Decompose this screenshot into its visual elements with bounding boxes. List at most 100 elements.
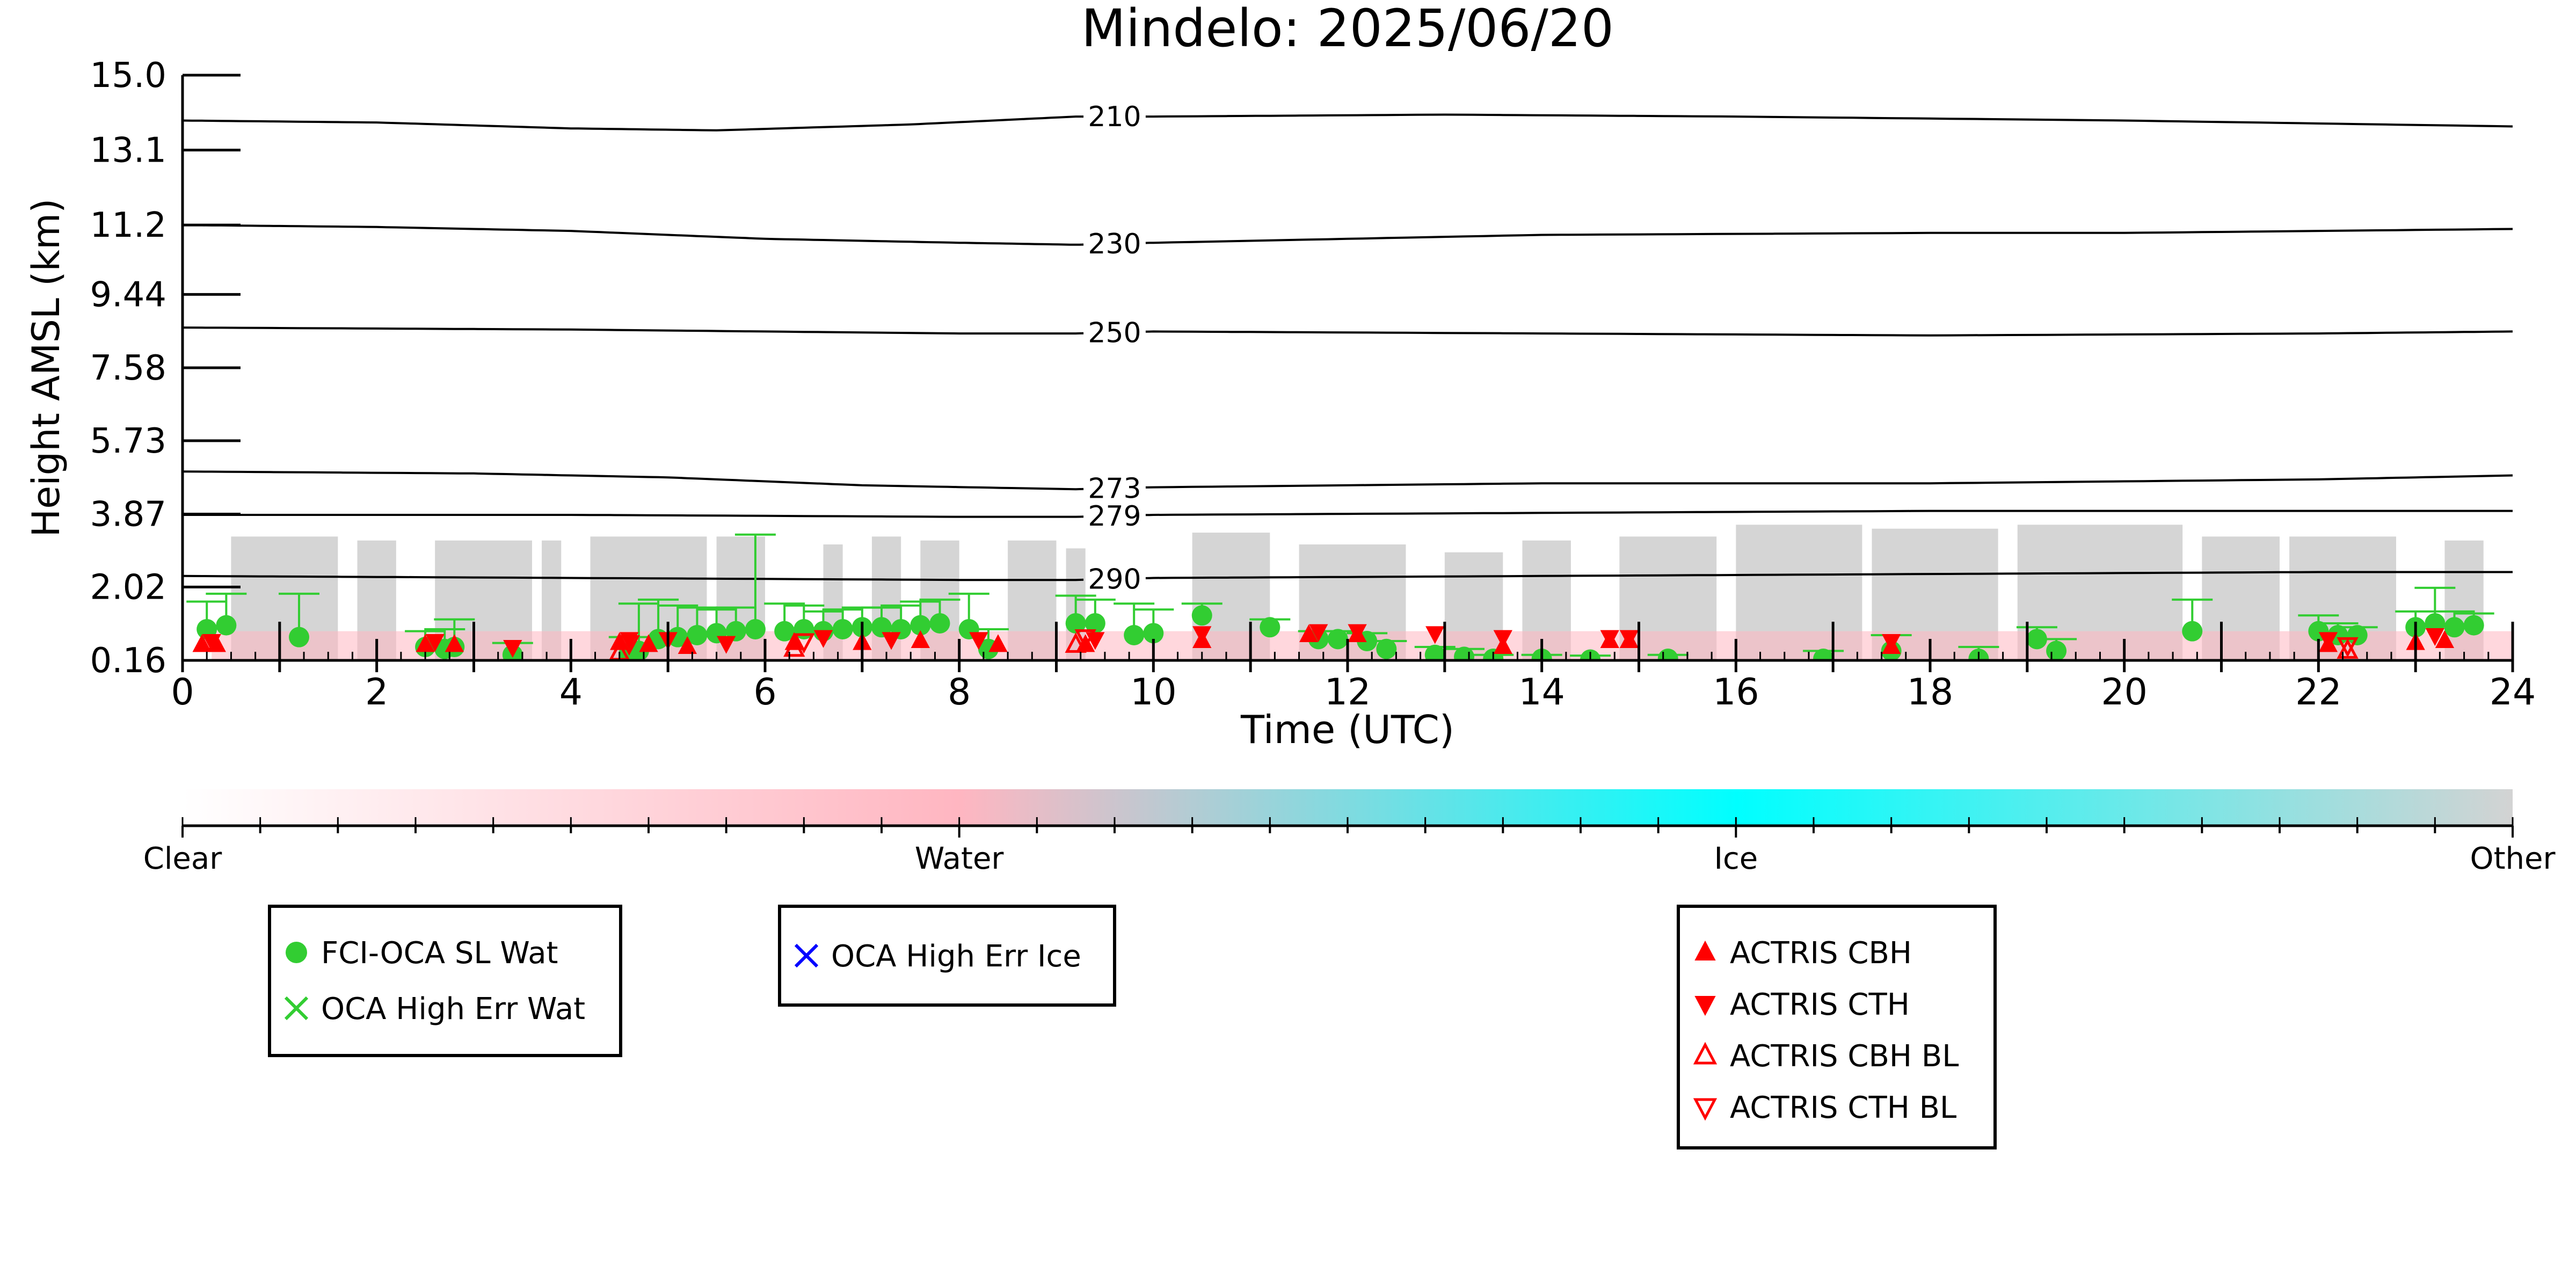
legend-label: ACTRIS CTH BL bbox=[1730, 1090, 1956, 1125]
actris-cth-bl-marker bbox=[2337, 637, 2359, 658]
contour-line bbox=[182, 224, 2513, 246]
y-tick-label: 11.2 bbox=[90, 206, 167, 245]
legends: FCI-OCA SL Wat OCA High Err Wat OCA High E… bbox=[268, 905, 1997, 1149]
oca-water-marker bbox=[1454, 646, 1474, 660]
contour-line bbox=[182, 326, 2513, 337]
actris-cbh-marker bbox=[988, 634, 1008, 652]
x-tick-label: 20 bbox=[2101, 671, 2148, 714]
oca-water-marker bbox=[774, 621, 795, 642]
actris-cbh-marker bbox=[192, 634, 212, 652]
oca-water-marker bbox=[1085, 613, 1105, 634]
x-tick-label: 24 bbox=[2490, 671, 2536, 714]
y-axis-label: Height AMSL (km) bbox=[24, 199, 68, 537]
actris-cbh-marker bbox=[416, 634, 435, 652]
y-tick-label: 3.87 bbox=[90, 495, 167, 535]
legend-label: ACTRIS CTH bbox=[1730, 987, 1910, 1022]
actris-cth-bl-marker bbox=[618, 635, 641, 656]
actris-cbh-bl-marker bbox=[1065, 632, 1087, 653]
oca-water-marker bbox=[2463, 615, 2484, 636]
oca-water-marker bbox=[216, 615, 237, 636]
actris-cth-marker bbox=[202, 634, 221, 652]
oca-water-marker bbox=[745, 618, 766, 639]
actris-cth-marker bbox=[1192, 626, 1212, 644]
contour-line bbox=[183, 510, 2513, 518]
oca-water-marker bbox=[1376, 638, 1397, 659]
actris-cth-marker bbox=[425, 634, 445, 652]
actris-cth-marker bbox=[882, 632, 901, 650]
oca-water-marker bbox=[667, 627, 688, 647]
legend-x-icon bbox=[794, 943, 819, 968]
oca-water-marker bbox=[1124, 624, 1145, 645]
contour-line bbox=[182, 571, 2513, 581]
actris-cth-marker bbox=[1493, 630, 1512, 648]
actris-cth-marker bbox=[716, 636, 736, 654]
actris-cth-marker bbox=[1348, 624, 1367, 642]
y-tick-label: 7.58 bbox=[90, 348, 167, 388]
x-tick-label: 6 bbox=[753, 671, 776, 714]
oca-water-marker bbox=[687, 624, 708, 645]
x-tick-label: 16 bbox=[1713, 671, 1759, 714]
cloud-type-colorbar: Clear Water Ice Other bbox=[143, 789, 2556, 876]
actris-cth-bl-marker bbox=[793, 633, 815, 654]
actris-cth-marker bbox=[1882, 634, 1901, 652]
oca-water-marker bbox=[2347, 624, 2368, 645]
colorbar-label: Ice bbox=[1714, 841, 1758, 876]
oca-water-marker bbox=[832, 618, 853, 639]
actris-cth-marker bbox=[813, 630, 833, 648]
colorbar-label: Other bbox=[2470, 841, 2556, 876]
actris-cth-marker bbox=[1425, 626, 1445, 644]
y-tick-label: 0.16 bbox=[90, 641, 167, 681]
x-tick-label: 14 bbox=[1518, 671, 1565, 714]
x-tick-label: 10 bbox=[1130, 671, 1177, 714]
actris-cbh-marker bbox=[445, 634, 464, 652]
actris-cth-marker bbox=[503, 640, 522, 658]
x-tick-label: 8 bbox=[948, 671, 971, 714]
oca-water-marker bbox=[1657, 649, 1678, 660]
legend-box bbox=[1677, 905, 1997, 1149]
actris-cth-marker bbox=[1600, 630, 1619, 648]
oca-water-marker bbox=[1143, 623, 1164, 644]
legend-box bbox=[778, 905, 1116, 1007]
oca-water-marker bbox=[289, 627, 309, 647]
actris-cbh-marker bbox=[1299, 624, 1319, 642]
oca-water-marker bbox=[929, 613, 950, 634]
actris-cth-marker bbox=[2425, 628, 2445, 646]
contour-line bbox=[182, 113, 2513, 132]
legend-label: OCA High Err Wat bbox=[321, 992, 585, 1027]
actris-cth-marker bbox=[2318, 632, 2338, 650]
legend-box bbox=[268, 905, 622, 1057]
legend-triangle-up-icon bbox=[1694, 940, 1716, 960]
colorbar-axis: Clear Water Ice Other bbox=[143, 817, 2556, 876]
oca-water-marker bbox=[1191, 605, 1212, 626]
contour-label: 210 bbox=[1088, 101, 1141, 133]
actris-cbh-marker bbox=[678, 636, 697, 654]
legend-label: ACTRIS CBH BL bbox=[1730, 1039, 1959, 1074]
oca-water-marker bbox=[1327, 629, 1348, 650]
oca-water-marker bbox=[910, 615, 931, 636]
oca-water-marker bbox=[1424, 644, 1445, 660]
oca-water-marker bbox=[2046, 641, 2067, 660]
contour-label: 273 bbox=[1088, 472, 1141, 505]
actris-cbh-bl-marker bbox=[783, 636, 805, 657]
actris-cth-marker bbox=[1309, 624, 1328, 642]
legend-label: ACTRIS CBH bbox=[1730, 936, 1912, 971]
y-tick-label: 5.73 bbox=[90, 421, 167, 461]
oca-water-marker bbox=[1065, 613, 1086, 634]
oca-water-marker bbox=[2182, 621, 2203, 642]
y-tick-label: 13.1 bbox=[90, 131, 167, 171]
legend-label: FCI-OCA SL Wat bbox=[321, 936, 558, 971]
colorbar-label: Clear bbox=[143, 841, 222, 876]
chart-title: Mindelo: 2025/06/20 bbox=[1081, 0, 1614, 59]
actris-cbh-marker bbox=[911, 630, 930, 649]
legend-x-icon bbox=[284, 996, 309, 1021]
colorbar-label: Water bbox=[915, 841, 1005, 876]
legend-triangle-up-icon bbox=[1693, 1042, 1718, 1065]
actris-cth-bl-marker bbox=[1074, 629, 1096, 650]
x-tick-label: 22 bbox=[2295, 671, 2342, 714]
x-axis-label: Time (UTC) bbox=[1240, 707, 1454, 752]
y-tick-label: 9.44 bbox=[90, 275, 167, 315]
